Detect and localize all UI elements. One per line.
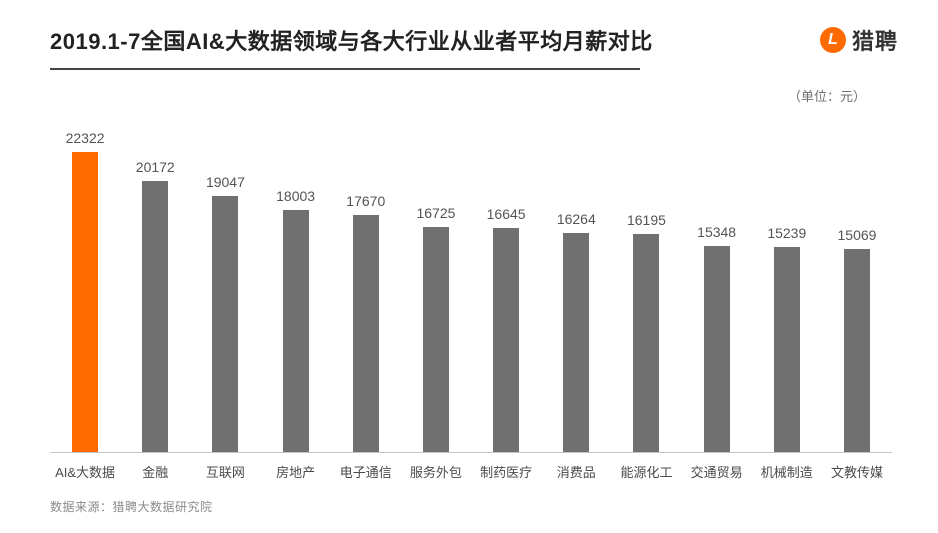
bar [844,249,870,452]
bar [493,228,519,452]
bar-highlight [72,152,98,452]
bar-slot: 20172金融 [120,110,190,452]
bar-label: 服务外包 [410,462,462,481]
bar-value: 22322 [66,130,105,146]
bar-label: AI&大数据 [55,462,115,481]
bar-label: 消费品 [557,462,596,481]
bar [563,233,589,452]
bar-slot: 15069文教传媒 [822,110,892,452]
bar-slot: 18003房地产 [261,110,331,452]
bar [212,196,238,452]
bar-label: 机械制造 [761,462,813,481]
bar-label: 交通贸易 [691,462,743,481]
bar-value: 15239 [767,225,806,241]
bar-value: 19047 [206,174,245,190]
bar-label: 房地产 [276,462,315,481]
title-underline [50,68,640,70]
bar-slot: 15348交通贸易 [682,110,752,452]
header: 2019.1-7全国AI&大数据领域与各大行业从业者平均月薪对比 L 猎聘 [0,0,938,64]
bar [774,247,800,452]
bar [142,181,168,452]
page-title: 2019.1-7全国AI&大数据领域与各大行业从业者平均月薪对比 [50,24,653,56]
salary-bar-chart: 22322AI&大数据20172金融19047互联网18003房地产17670电… [50,110,892,453]
bar-value: 18003 [276,188,315,204]
bar-label: 制药医疗 [480,462,532,481]
bar [353,215,379,452]
bar-slot: 16195能源化工 [611,110,681,452]
bar-slot: 17670电子通信 [331,110,401,452]
bar-value: 20172 [136,159,175,175]
bar-slot: 22322AI&大数据 [50,110,120,452]
brand-logo-icon: L [820,27,846,53]
bar-value: 15348 [697,224,736,240]
bar-slot: 15239机械制造 [752,110,822,452]
bar-label: 能源化工 [620,462,672,481]
brand-logo-text: 猎聘 [852,24,898,56]
bar-value: 15069 [838,227,877,243]
bar-slot: 16725服务外包 [401,110,471,452]
bar-label: 金融 [142,462,168,481]
unit-label: （单位：元） [788,86,866,105]
bar-slot: 16645制药医疗 [471,110,541,452]
data-source-label: 数据来源：猎聘大数据研究院 [50,498,213,515]
bar-label: 文教传媒 [831,462,883,481]
bar [633,234,659,452]
brand-logo: L 猎聘 [820,24,898,56]
bar [283,210,309,452]
bar-value: 17670 [346,193,385,209]
bar-slot: 19047互联网 [190,110,260,452]
bar-value: 16195 [627,212,666,228]
bar-slot: 16264消费品 [541,110,611,452]
bar-value: 16645 [487,206,526,222]
bar-label: 互联网 [206,462,245,481]
bar [704,246,730,452]
bar-value: 16264 [557,211,596,227]
bar [423,227,449,452]
bar-label: 电子通信 [340,462,392,481]
bar-value: 16725 [416,205,455,221]
